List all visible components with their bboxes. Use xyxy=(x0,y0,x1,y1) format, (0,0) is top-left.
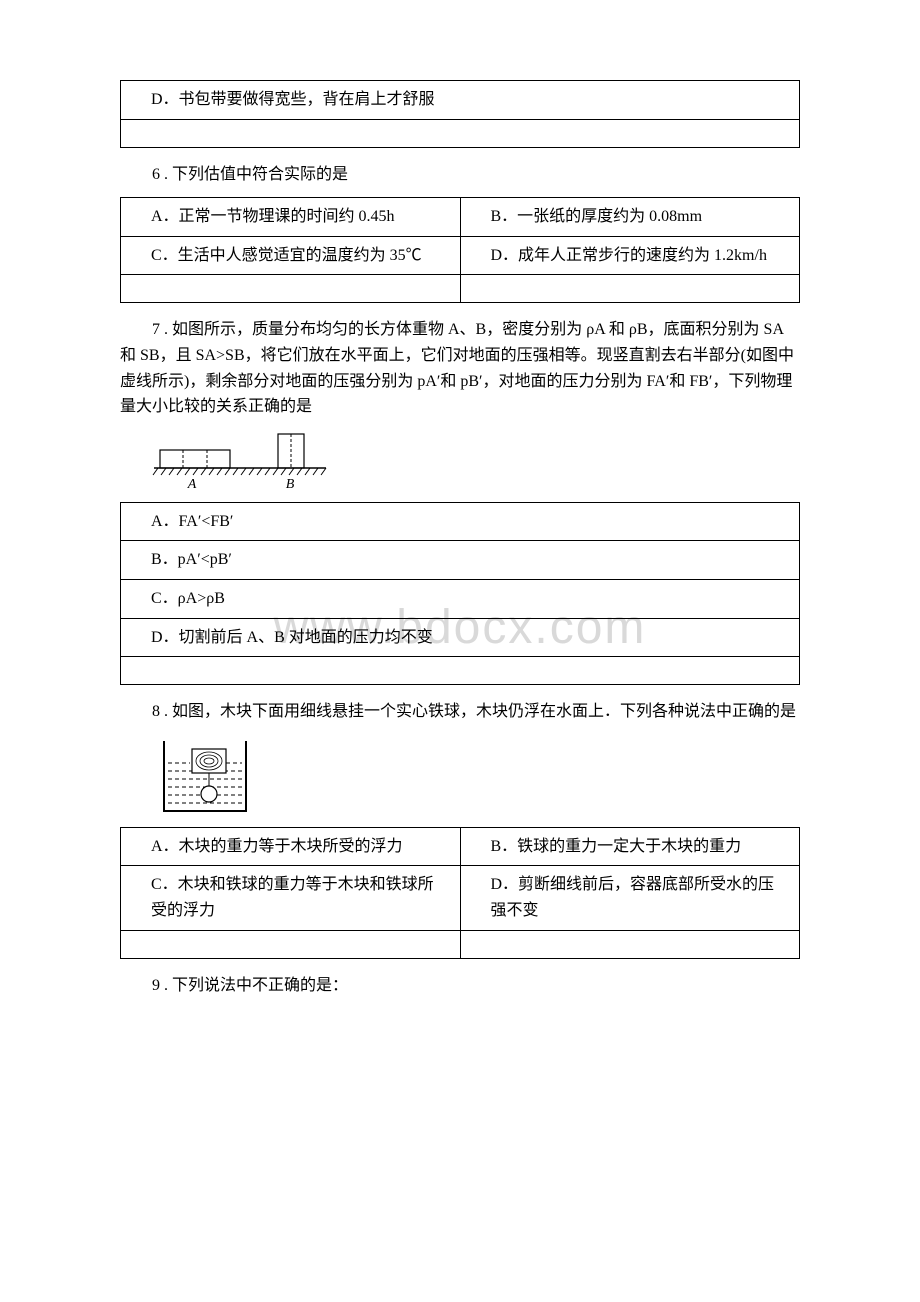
q6-empty-2 xyxy=(460,275,800,303)
q6-empty-1 xyxy=(121,275,461,303)
q5-options-table: D．书包带要做得宽些，背在肩上才舒服 xyxy=(120,80,800,148)
q6-stem: 6 . 下列估值中符合实际的是 xyxy=(120,162,800,188)
q8-option-b: B．铁球的重力一定大于木块的重力 xyxy=(460,827,800,866)
q7-option-a: A．FA′<FB′ xyxy=(121,502,800,541)
q8-option-d: D．剪断细线前后，容器底部所受水的压强不变 xyxy=(460,866,800,930)
q7-empty xyxy=(121,657,800,685)
svg-text:B: B xyxy=(286,477,295,492)
q6-option-c: C．生活中人感觉适宜的温度约为 35℃ xyxy=(121,236,461,275)
q8-options-table: A．木块的重力等于木块所受的浮力 B．铁球的重力一定大于木块的重力 C．木块和铁… xyxy=(120,827,800,959)
q6-option-a: A．正常一节物理课的时间约 0.45h xyxy=(121,198,461,237)
q7-option-b: B．pA′<pB′ xyxy=(121,541,800,580)
q8-figure xyxy=(150,735,800,817)
q6-option-d: D．成年人正常步行的速度约为 1.2km/h xyxy=(460,236,800,275)
q7-stem: 7 . 如图所示，质量分布均匀的长方体重物 A、B，密度分别为 ρA 和 ρB，… xyxy=(120,317,800,419)
q6-options-table: A．正常一节物理课的时间约 0.45h B．一张纸的厚度约为 0.08mm C．… xyxy=(120,197,800,303)
q6-option-b: B．一张纸的厚度约为 0.08mm xyxy=(460,198,800,237)
svg-text:A: A xyxy=(187,477,197,492)
q8-option-a: A．木块的重力等于木块所受的浮力 xyxy=(121,827,461,866)
document-content: D．书包带要做得宽些，背在肩上才舒服 6 . 下列估值中符合实际的是 A．正常一… xyxy=(120,80,800,998)
q7-option-c: C．ρA>ρB xyxy=(121,579,800,618)
q7-options-table: A．FA′<FB′ B．pA′<pB′ C．ρA>ρB D．切割前后 A、B 对… xyxy=(120,502,800,685)
q8-option-c: C．木块和铁球的重力等于木块和铁球所受的浮力 xyxy=(121,866,461,930)
q8-empty-2 xyxy=(460,930,800,958)
q7-option-d: D．切割前后 A、B 对地面的压力均不变 xyxy=(121,618,800,657)
q5-empty xyxy=(121,119,800,147)
q8-stem: 8 . 如图，木块下面用细线悬挂一个实心铁球，木块仍浮在水面上．下列各种说法中正… xyxy=(120,699,800,725)
q8-empty-1 xyxy=(121,930,461,958)
q5-option-d: D．书包带要做得宽些，背在肩上才舒服 xyxy=(121,81,800,120)
q9-stem: 9 . 下列说法中不正确的是： xyxy=(120,973,800,999)
q7-figure: A B xyxy=(150,430,800,492)
